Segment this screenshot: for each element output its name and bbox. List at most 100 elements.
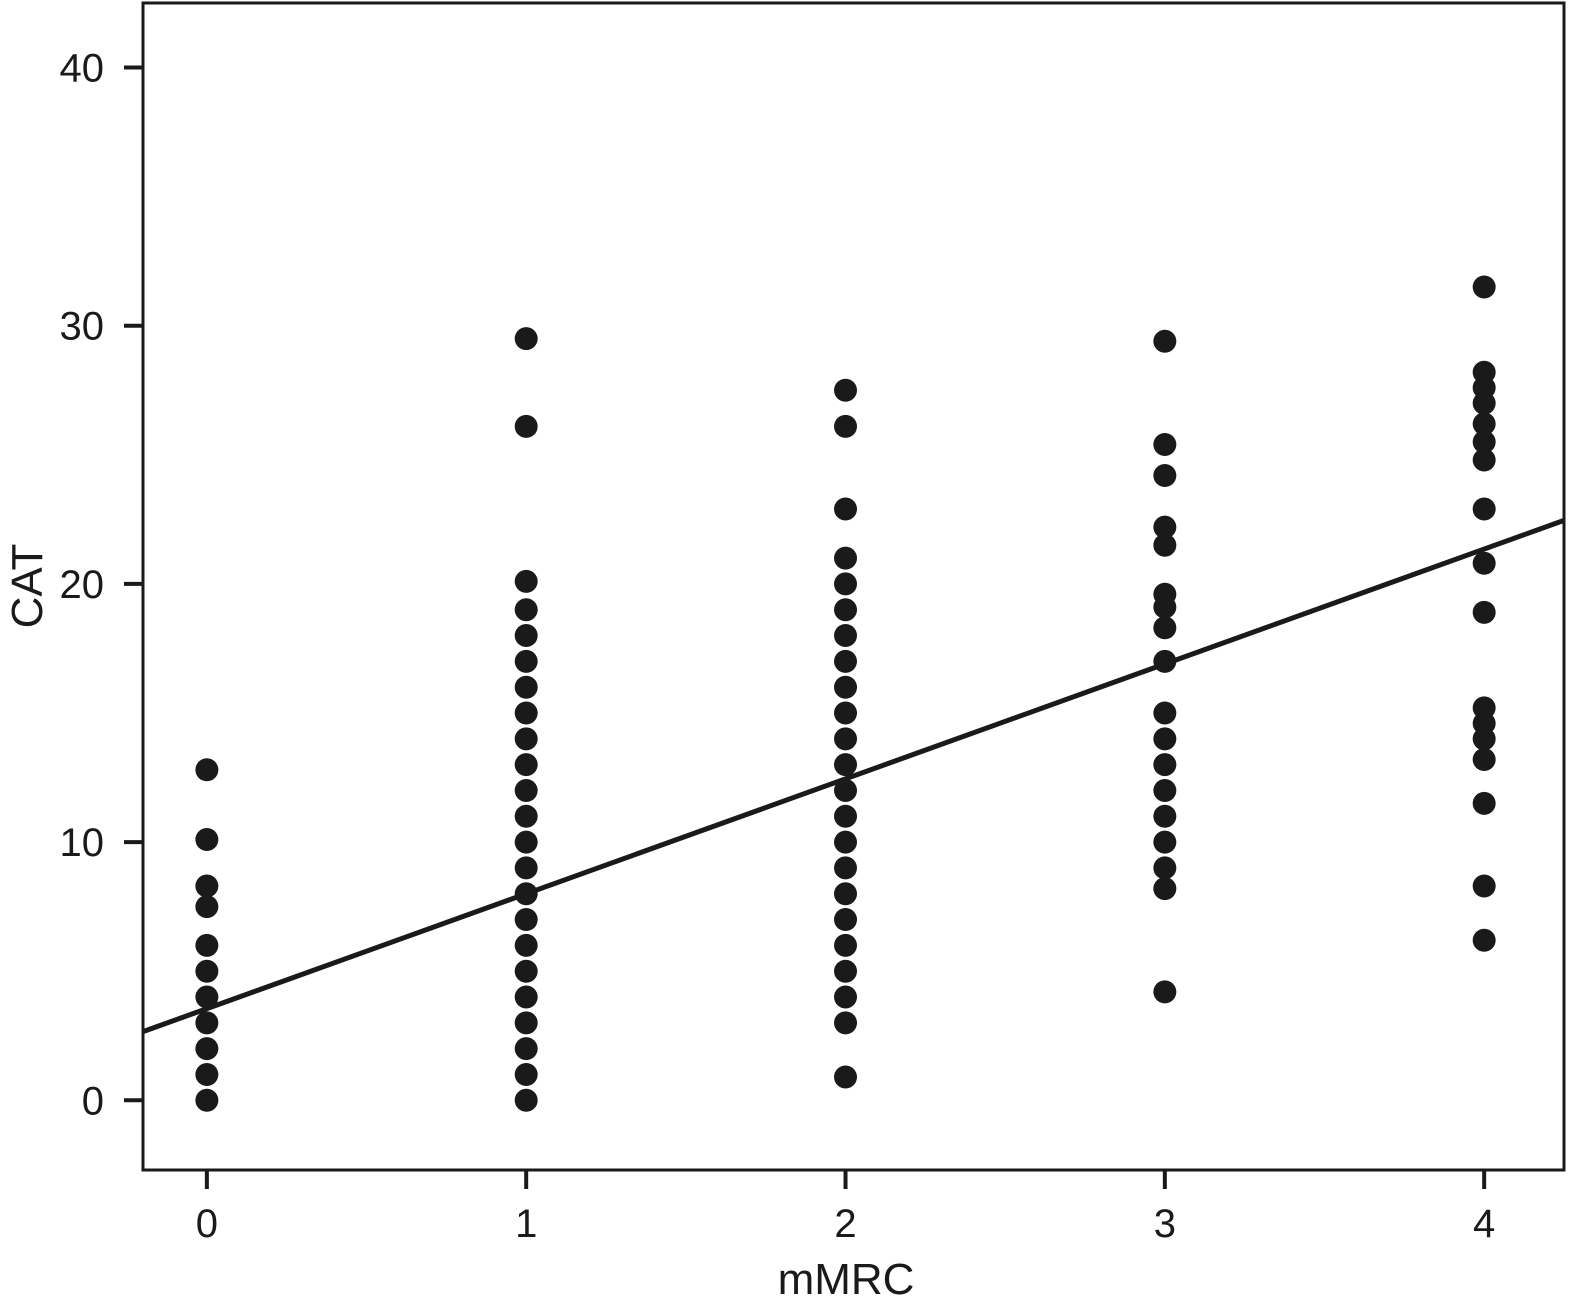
data-point-13 (514, 1037, 538, 1061)
data-point-82 (1472, 600, 1496, 624)
data-point-70 (1153, 533, 1177, 557)
y-tick-label-1: 10 (60, 821, 105, 865)
data-point-86 (1472, 430, 1496, 454)
data-point-74 (1153, 329, 1177, 353)
data-point-50 (834, 624, 858, 648)
data-point-16 (514, 959, 538, 983)
data-point-11 (514, 1088, 538, 1112)
data-point-29 (514, 624, 538, 648)
x-tick-label-1: 1 (515, 1202, 537, 1246)
data-point-52 (834, 572, 858, 596)
data-point-84 (1472, 497, 1496, 521)
data-point-71 (1153, 515, 1177, 539)
data-point-46 (834, 727, 858, 751)
data-point-69 (1153, 582, 1177, 606)
data-point-31 (514, 569, 538, 593)
data-point-25 (514, 727, 538, 751)
data-point-58 (1153, 877, 1177, 901)
data-point-21 (514, 830, 538, 854)
x-tick-label-2: 2 (834, 1202, 856, 1246)
data-point-44 (834, 778, 858, 802)
data-point-38 (834, 933, 858, 957)
data-point-40 (834, 882, 858, 906)
data-point-5 (195, 959, 219, 983)
data-point-22 (514, 804, 538, 828)
data-point-63 (1153, 753, 1177, 777)
x-tick-label-0: 0 (196, 1202, 218, 1246)
data-point-2 (195, 1037, 219, 1061)
data-point-34 (834, 1065, 858, 1089)
data-point-24 (514, 753, 538, 777)
data-point-85 (1472, 448, 1496, 472)
data-point-14 (514, 1011, 538, 1035)
data-point-62 (1153, 778, 1177, 802)
y-tick-label-0: 0 (82, 1079, 104, 1123)
data-point-7 (195, 895, 219, 919)
data-point-67 (1153, 616, 1177, 640)
data-point-45 (834, 753, 858, 777)
data-point-77 (1472, 791, 1496, 815)
x-tick-label-4: 4 (1473, 1202, 1495, 1246)
data-point-3 (195, 1011, 219, 1035)
data-point-76 (1472, 874, 1496, 898)
data-point-91 (1472, 275, 1496, 299)
y-axis-title: CAT (3, 544, 52, 629)
data-point-43 (834, 804, 858, 828)
data-points (195, 275, 1496, 1112)
data-point-15 (514, 985, 538, 1009)
data-point-4 (195, 985, 219, 1009)
data-point-18 (514, 908, 538, 932)
data-point-47 (834, 701, 858, 725)
data-point-75 (1472, 928, 1496, 952)
data-point-72 (1153, 463, 1177, 487)
data-point-65 (1153, 701, 1177, 725)
data-point-17 (514, 933, 538, 957)
data-point-42 (834, 830, 858, 854)
data-point-41 (834, 856, 858, 880)
x-tick-label-3: 3 (1154, 1202, 1176, 1246)
y-tick-label-3: 30 (60, 305, 105, 349)
data-point-73 (1153, 432, 1177, 456)
data-point-9 (195, 828, 219, 852)
data-point-28 (514, 649, 538, 673)
data-point-53 (834, 546, 858, 570)
regression-line-group (142, 517, 1565, 1034)
data-point-10 (195, 758, 219, 782)
data-point-87 (1472, 412, 1496, 436)
data-point-61 (1153, 804, 1177, 828)
data-point-0 (195, 1088, 219, 1112)
data-point-64 (1153, 727, 1177, 751)
data-point-81 (1472, 696, 1496, 720)
data-point-33 (514, 327, 538, 351)
data-point-26 (514, 701, 538, 725)
data-point-36 (834, 985, 858, 1009)
data-point-59 (1153, 856, 1177, 880)
data-point-83 (1472, 551, 1496, 575)
data-point-12 (514, 1062, 538, 1086)
data-point-20 (514, 856, 538, 880)
data-point-1 (195, 1062, 219, 1086)
data-point-60 (1153, 830, 1177, 854)
data-point-35 (834, 1011, 858, 1035)
data-point-6 (195, 933, 219, 957)
data-point-78 (1472, 747, 1496, 771)
data-point-54 (834, 497, 858, 521)
data-point-8 (195, 874, 219, 898)
data-point-49 (834, 649, 858, 673)
axis-ticks: 0 10 20 30 40 0 1 2 3 4 (60, 47, 1496, 1246)
data-point-90 (1472, 360, 1496, 384)
data-point-37 (834, 959, 858, 983)
x-axis-title: mMRC (778, 1255, 915, 1304)
y-tick-label-2: 20 (60, 563, 105, 607)
data-point-32 (514, 414, 538, 438)
regression-line (142, 517, 1565, 1034)
data-point-56 (834, 378, 858, 402)
data-point-27 (514, 675, 538, 699)
data-point-55 (834, 414, 858, 438)
data-point-30 (514, 598, 538, 622)
y-tick-label-4: 40 (60, 47, 105, 91)
data-point-51 (834, 598, 858, 622)
data-point-39 (834, 908, 858, 932)
data-point-48 (834, 675, 858, 699)
